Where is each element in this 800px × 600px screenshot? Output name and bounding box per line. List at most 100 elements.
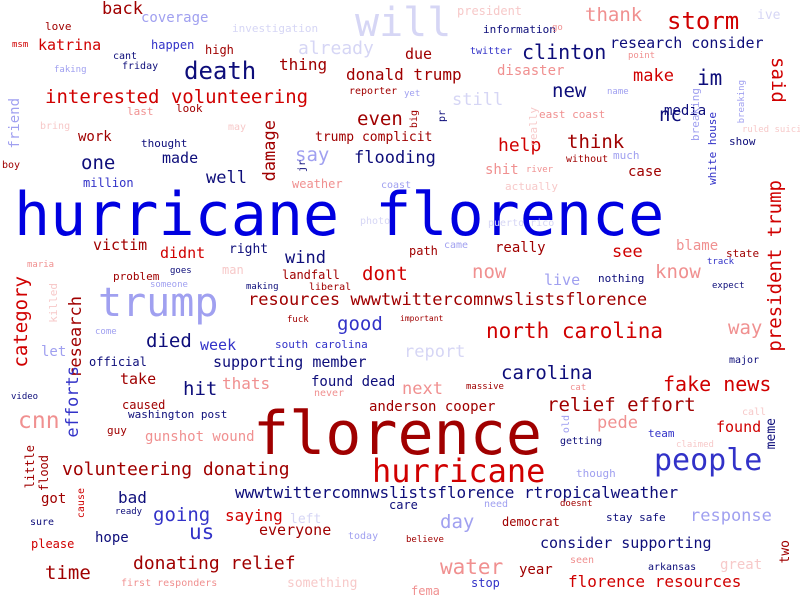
word-found-dead: found dead: [311, 374, 396, 390]
word-katrina: katrina: [38, 36, 102, 54]
word-new: new: [552, 80, 587, 102]
word-thought: thought: [141, 137, 188, 150]
word-doesnt: doesnt: [560, 499, 593, 509]
word-still: still: [452, 90, 504, 110]
word-left: left: [290, 512, 322, 527]
word-back: back: [102, 0, 143, 19]
word-someone: someone: [150, 280, 188, 290]
word-storm: storm: [667, 7, 740, 35]
word-clinton: clinton: [522, 40, 607, 64]
word-thank: thank: [585, 4, 643, 26]
word-official: official: [89, 355, 147, 369]
word-carolina: carolina: [501, 362, 593, 384]
word-died: died: [146, 330, 192, 352]
word-faking: faking: [54, 65, 87, 75]
word-look: look: [176, 102, 203, 115]
word-donald-trump: donald trump: [346, 65, 462, 84]
word-fake-news: fake news: [663, 372, 772, 396]
word-washington-post: washington post: [128, 408, 228, 421]
word-interested-volunteering: interested volunteering: [45, 86, 309, 108]
word-fuck: fuck: [287, 315, 309, 325]
word-jr: big: [409, 110, 420, 129]
word-investigation: investigation: [232, 22, 319, 35]
word-coverage: coverage: [141, 10, 209, 26]
word-twitter: twitter: [470, 46, 513, 57]
word-big: really: [527, 107, 540, 147]
word-photo: photo: [360, 216, 391, 227]
word-supporting-member: supporting member: [213, 353, 367, 371]
word-say: say: [295, 144, 330, 166]
word-next: next: [402, 379, 443, 399]
word-stay-safe: stay safe: [606, 511, 666, 524]
word-water: water: [440, 555, 504, 579]
word-trump-complicit: trump complicit: [315, 130, 433, 145]
word-gunshot-wound: gunshot wound: [145, 429, 255, 445]
word-president-trump: president trump: [764, 180, 786, 352]
word-problem: problem: [113, 270, 160, 283]
word-response: response: [690, 506, 772, 526]
word-report: report: [404, 342, 466, 362]
word-people: people: [654, 443, 763, 478]
word-liberal: liberal: [309, 282, 352, 293]
word-even: even: [357, 108, 403, 130]
word-flooding: flooding: [354, 148, 436, 168]
word-democrat: democrat: [502, 515, 560, 529]
word-million: million: [83, 176, 134, 190]
word-research-consider: research consider: [610, 34, 764, 52]
word-man: man: [222, 263, 244, 277]
word-live: live: [544, 271, 581, 289]
word-cat: cat: [570, 383, 587, 393]
word-show: show: [729, 135, 756, 148]
word-yet: yet: [404, 89, 421, 99]
word-killed: pr: [437, 110, 448, 123]
word-believe: believe: [406, 535, 444, 545]
word-name: name: [607, 87, 629, 97]
word-way: way: [728, 317, 763, 339]
word-point: point: [628, 51, 656, 61]
word-said: said: [767, 57, 789, 103]
word-relief-effort: relief effort: [547, 394, 696, 416]
word-stop: stop: [471, 576, 500, 590]
word-hit: hit: [183, 378, 218, 400]
word-caused: caused: [122, 398, 166, 412]
word-let: let: [41, 344, 67, 360]
word-due: due: [405, 45, 433, 63]
word-see: see: [612, 242, 643, 262]
word-now: now: [472, 261, 507, 283]
word-something: something: [287, 576, 358, 591]
word-thats: thats: [222, 374, 271, 393]
word-south-carolina: south carolina: [275, 338, 368, 351]
word-death: death: [184, 57, 257, 85]
word-will: will: [355, 0, 452, 46]
word-ruled-suicide: go: [552, 23, 563, 33]
word-got: got: [41, 491, 67, 507]
word-found: found: [716, 418, 762, 436]
word-damage: damage: [260, 120, 280, 182]
word-maria: maria: [27, 260, 55, 270]
word-help: help: [498, 135, 542, 156]
word-blame: blame: [676, 238, 719, 254]
word-please: please: [31, 537, 75, 551]
word-cnn: cnn: [18, 408, 60, 434]
word-track: track: [707, 257, 735, 267]
word-think: think: [567, 131, 625, 153]
word-seen: seen: [570, 555, 595, 566]
word-time: time: [45, 562, 91, 584]
word-guy: guy: [107, 424, 127, 437]
word-victim: victim: [93, 236, 148, 254]
word-major: major: [729, 355, 760, 366]
word-much: much: [613, 149, 640, 162]
word-saying: saying: [225, 506, 283, 525]
word-cause: little: [23, 445, 37, 489]
word-consider-supporting: consider supporting: [540, 534, 712, 552]
word-right: right: [229, 242, 269, 257]
word-hurricane-florence: hurricane florence: [14, 180, 665, 250]
word-breaking: breaking: [737, 80, 747, 124]
word-case: case: [628, 164, 662, 180]
word-landfall: landfall: [282, 268, 340, 282]
word-ready: ready: [115, 507, 143, 517]
word-care: care: [389, 498, 418, 512]
word-well: well: [206, 168, 247, 188]
word-year: year: [519, 562, 553, 578]
word-know: know: [655, 261, 701, 283]
